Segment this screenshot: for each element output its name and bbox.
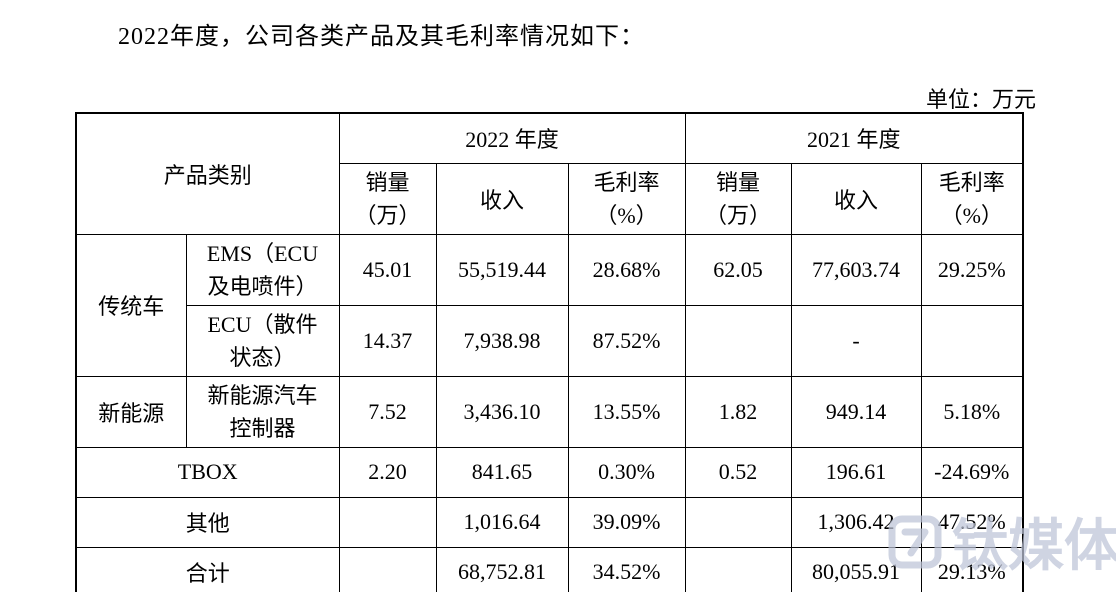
header-sales-2021-line1: 销量 <box>715 169 760 195</box>
row-total: 合计 68,752.81 34.52% 80,055.91 29.13% <box>75 546 1024 592</box>
row-tbox: TBOX 2.20 841.65 0.30% 0.52 196.61 -24.6… <box>75 446 1024 498</box>
tbox-label-cell: TBOX <box>75 446 340 498</box>
nev-product-line1: 新能源汽车 <box>207 382 318 408</box>
header-product-category: 产品类别 <box>75 112 340 235</box>
header-revenue-2021: 收入 <box>790 162 922 235</box>
total-margin-2022: 34.52% <box>567 546 686 592</box>
nev-product-line2: 控制器 <box>229 415 296 441</box>
header-sales-2021-line2: （万） <box>704 202 771 228</box>
total-sales-2022 <box>338 546 437 592</box>
ecu-margin-2022: 87.52% <box>567 304 686 377</box>
intro-text: 2022年度，公司各类产品及其毛利率情况如下： <box>118 24 645 50</box>
other-margin-2021: 47.52% <box>920 496 1024 548</box>
category-nev: 新能源 <box>75 375 187 448</box>
tbox-sales-2022: 2.20 <box>338 446 437 498</box>
row-other: 其他 1,016.64 39.09% 1,306.42 47.52% <box>75 496 1024 548</box>
other-margin-2022: 39.09% <box>567 496 686 548</box>
header-sales-2021: 销量 （万） <box>684 162 792 235</box>
header-year-2021: 2021 年度 <box>684 112 1024 164</box>
header-margin-2021-line1: 毛利率 <box>938 169 1005 195</box>
ecu-revenue-2022: 7,938.98 <box>435 304 569 377</box>
nev-margin-2022: 13.55% <box>567 375 686 448</box>
total-sales-2021 <box>684 546 792 592</box>
header-margin-2021-line2: （%） <box>940 202 1003 228</box>
other-sales-2021 <box>684 496 792 548</box>
ems-margin-2021: 29.25% <box>920 233 1024 306</box>
tbox-sales-2021: 0.52 <box>684 446 792 498</box>
header-margin-2022-line1: 毛利率 <box>593 169 660 195</box>
other-sales-2022 <box>338 496 437 548</box>
total-label-cell: 合计 <box>75 546 340 592</box>
header-sales-2022: 销量 （万） <box>338 162 437 235</box>
ecu-product-line2: 状态） <box>229 344 296 370</box>
header-margin-2022-line2: （%） <box>595 202 658 228</box>
other-revenue-2021: 1,306.42 <box>790 496 922 548</box>
ems-sales-2021: 62.05 <box>684 233 792 306</box>
other-revenue-2022: 1,016.64 <box>435 496 569 548</box>
category-traditional: 传统车 <box>75 233 187 377</box>
total-margin-2021: 29.13% <box>920 546 1024 592</box>
nev-revenue-2021: 949.14 <box>790 375 922 448</box>
ecu-sales-2022: 14.37 <box>338 304 437 377</box>
other-label-cell: 其他 <box>75 496 340 548</box>
header-margin-2021: 毛利率 （%） <box>920 162 1024 235</box>
header-revenue-2022: 收入 <box>435 162 569 235</box>
header-sales-2022-line2: （万） <box>354 202 421 228</box>
ems-margin-2022: 28.68% <box>567 233 686 306</box>
header-year-2022: 2022 年度 <box>338 112 686 164</box>
nev-revenue-2022: 3,436.10 <box>435 375 569 448</box>
tbox-revenue-2022: 841.65 <box>435 446 569 498</box>
ems-sales-2022: 45.01 <box>338 233 437 306</box>
ecu-product-cell: ECU（散件 状态） <box>185 304 340 377</box>
ems-revenue-2022: 55,519.44 <box>435 233 569 306</box>
nev-product-cell: 新能源汽车 控制器 <box>185 375 340 448</box>
tbox-revenue-2021: 196.61 <box>790 446 922 498</box>
total-revenue-2021: 80,055.91 <box>790 546 922 592</box>
header-row-years: 产品类别 2022 年度 2021 年度 <box>75 112 1024 235</box>
unit-label: 单位：万元 <box>925 87 1036 112</box>
tbox-margin-2021: -24.69% <box>920 446 1024 498</box>
row-nev: 新能源 新能源汽车 控制器 7.52 3,436.10 13.55% 1.82 … <box>75 375 1024 448</box>
ems-product-line2: 及电喷件） <box>207 273 318 299</box>
nev-sales-2021: 1.82 <box>684 375 792 448</box>
ecu-product-line1: ECU（散件 <box>207 311 318 337</box>
ems-product-line1: EMS（ECU <box>206 240 319 266</box>
header-sales-2022-line1: 销量 <box>365 169 410 195</box>
margin-table: 产品类别 2022 年度 2021 年度 销量 （万） 收入 毛利率 （%） 销… <box>75 112 1024 592</box>
ems-revenue-2021: 77,603.74 <box>790 233 922 306</box>
header-margin-2022: 毛利率 （%） <box>567 162 686 235</box>
nev-sales-2022: 7.52 <box>338 375 437 448</box>
ecu-sales-2021 <box>684 304 792 377</box>
ems-product-cell: EMS（ECU 及电喷件） <box>185 233 340 306</box>
tbox-margin-2022: 0.30% <box>567 446 686 498</box>
ecu-revenue-2021: - <box>790 304 922 377</box>
nev-margin-2021: 5.18% <box>920 375 1024 448</box>
total-revenue-2022: 68,752.81 <box>435 546 569 592</box>
header-row-metrics: 销量 （万） 收入 毛利率 （%） 销量 （万） 收入 毛利率 （%） <box>76 162 1024 235</box>
ecu-margin-2021 <box>920 304 1024 377</box>
row-ems: 传统车 EMS（ECU 及电喷件） 45.01 55,519.44 28.68%… <box>75 233 1024 377</box>
row-ecu: ECU（散件 状态） 14.37 7,938.98 87.52% - <box>76 304 1024 377</box>
